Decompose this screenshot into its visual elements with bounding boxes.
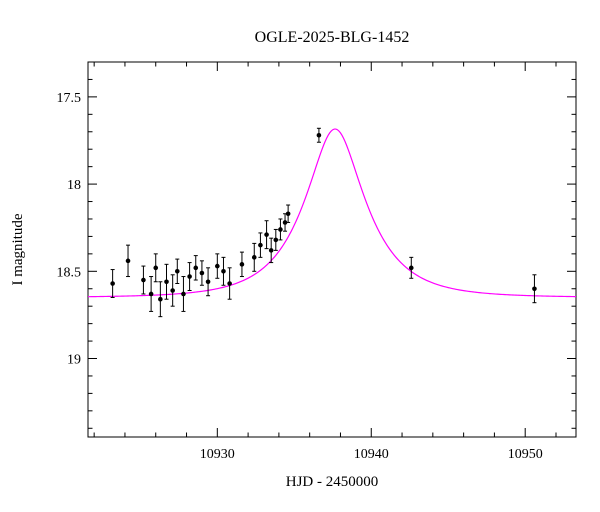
data-point xyxy=(148,276,154,312)
data-point xyxy=(268,237,274,264)
y-tick-label: 19 xyxy=(67,353,81,368)
data-point xyxy=(181,276,186,312)
data-point xyxy=(193,255,199,281)
data-point xyxy=(408,256,414,279)
y-tick-label: 18 xyxy=(67,178,81,193)
data-point xyxy=(199,260,205,286)
plot-title: OGLE-2025-BLG-1452 xyxy=(255,29,410,46)
data-point xyxy=(282,213,288,232)
data-point xyxy=(170,274,175,307)
data-point xyxy=(158,281,163,318)
data-points xyxy=(110,127,537,318)
data-point xyxy=(205,267,211,297)
y-axis-label: I magnitude xyxy=(10,213,26,285)
model-curve-path xyxy=(87,128,577,298)
data-point xyxy=(278,218,283,241)
x-axis-label: HJD - 2450000 xyxy=(286,474,379,490)
data-point xyxy=(316,127,322,143)
data-point xyxy=(251,242,257,272)
data-point xyxy=(258,232,263,258)
data-point xyxy=(532,274,537,304)
y-tick-label: 18.5 xyxy=(57,265,82,280)
data-point xyxy=(110,269,115,298)
data-point xyxy=(285,204,291,223)
data-point xyxy=(264,220,269,250)
y-tick-label: 17.5 xyxy=(57,91,82,106)
data-point xyxy=(174,258,180,285)
x-tick-label: 10940 xyxy=(354,447,389,462)
data-point xyxy=(221,256,226,286)
data-point xyxy=(215,253,220,279)
tick-labels: 10930 10940 10950 17.5 18 18.5 19 xyxy=(57,91,543,462)
plot-frame xyxy=(87,61,577,438)
data-point xyxy=(187,262,192,291)
data-point xyxy=(227,267,232,300)
data-point xyxy=(273,228,279,251)
data-point xyxy=(141,265,146,295)
x-tick-label: 10950 xyxy=(508,447,543,462)
data-point xyxy=(153,253,159,283)
x-tick-label: 10930 xyxy=(200,447,235,462)
data-point xyxy=(164,263,169,300)
data-point xyxy=(239,251,245,278)
data-point xyxy=(125,244,131,278)
model-curve xyxy=(87,128,577,298)
axis-ticks xyxy=(88,62,576,437)
